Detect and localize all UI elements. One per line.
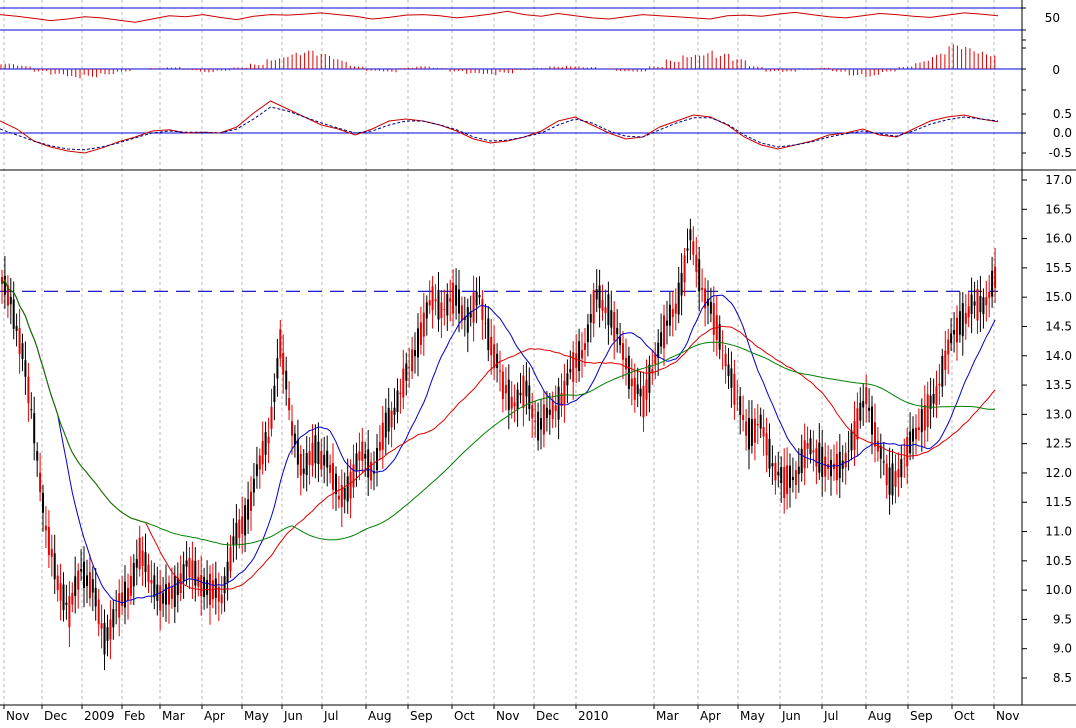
x-tick-label: Jul [323, 709, 338, 723]
y-tick-label: 8.5 [1053, 671, 1072, 685]
y-tick-label: 13.0 [1045, 407, 1072, 421]
x-tick-label: Jul [823, 709, 838, 723]
y-tick-label: 12.5 [1045, 437, 1072, 451]
x-tick-label: Apr [204, 709, 225, 723]
y-tick-label: 12.0 [1045, 466, 1072, 480]
y-tick-label: -0.5 [1049, 146, 1072, 160]
y-tick-label: 10.5 [1045, 554, 1072, 568]
y-tick-label: 10.0 [1045, 583, 1072, 597]
x-tick-label: Aug [868, 709, 891, 723]
x-tick-label: 2009 [84, 709, 115, 723]
x-tick-label: Sep [410, 709, 433, 723]
x-tick-label: Jun [781, 709, 801, 723]
macd-panel: 0.5 0.0 -0.5 [0, 100, 1072, 160]
y-tick-label: 11.0 [1045, 525, 1072, 539]
x-tick-label: Mar [162, 709, 185, 723]
oscillator-line [0, 10, 999, 23]
y-tick-label: 9.0 [1053, 642, 1072, 656]
y-tick-label: 15.5 [1045, 261, 1072, 275]
y-tick-label: 0.0 [1053, 126, 1072, 140]
x-tick-label: May [244, 709, 269, 723]
y-tick-label: 9.5 [1053, 612, 1072, 626]
histogram-panel: 0 [0, 44, 1060, 91]
x-tick-label: Nov [996, 709, 1019, 723]
x-tick-label: Dec [536, 709, 559, 723]
x-tick-label: Jun [283, 709, 303, 723]
x-axis: Nov Dec 2009 Feb Mar Apr May Jun Jul Aug Sep Oct Nov… [0, 704, 1076, 723]
x-tick-label: May [740, 709, 765, 723]
y-tick-label: 17.0 [1045, 173, 1072, 187]
x-tick-label: Nov [496, 709, 519, 723]
oscillator-panel: 50 [0, 7, 1060, 41]
x-tick-label: Nov [6, 709, 29, 723]
y-tick-label: 50 [1045, 11, 1060, 25]
x-tick-label: Apr [700, 709, 721, 723]
x-tick-label: 2010 [578, 709, 609, 723]
ma-fast-line [1, 278, 996, 604]
y-tick-label: 15.0 [1045, 290, 1072, 304]
x-tick-label: Sep [910, 709, 933, 723]
x-tick-label: Oct [454, 709, 475, 723]
y-axis: 17.0 16.5 16.0 15.5 15.0 14.5 14.0 13.5 13.0 12.5… [0, 0, 1076, 705]
x-tick-label: Mar [656, 709, 679, 723]
x-tick-label: Feb [124, 709, 145, 723]
macd-line [0, 100, 999, 154]
y-tick-label: 14.5 [1045, 319, 1072, 333]
y-tick-label: 14.0 [1045, 349, 1072, 363]
signal-line [0, 106, 999, 151]
y-tick-label: 0.5 [1053, 107, 1072, 121]
price-panel [0, 218, 998, 671]
y-tick-label: 11.5 [1045, 495, 1072, 509]
x-tick-label: Oct [954, 709, 975, 723]
ma-mid-line [1, 278, 996, 591]
x-tick-label: Dec [44, 709, 67, 723]
y-tick-label: 13.5 [1045, 378, 1072, 392]
y-tick-label: 16.0 [1045, 232, 1072, 246]
y-tick-label: 0 [1052, 63, 1060, 77]
x-tick-label: Aug [368, 709, 391, 723]
ma-slow-line [1, 278, 996, 546]
vertical-grid [3, 0, 995, 705]
y-tick-label: 16.5 [1045, 202, 1072, 216]
